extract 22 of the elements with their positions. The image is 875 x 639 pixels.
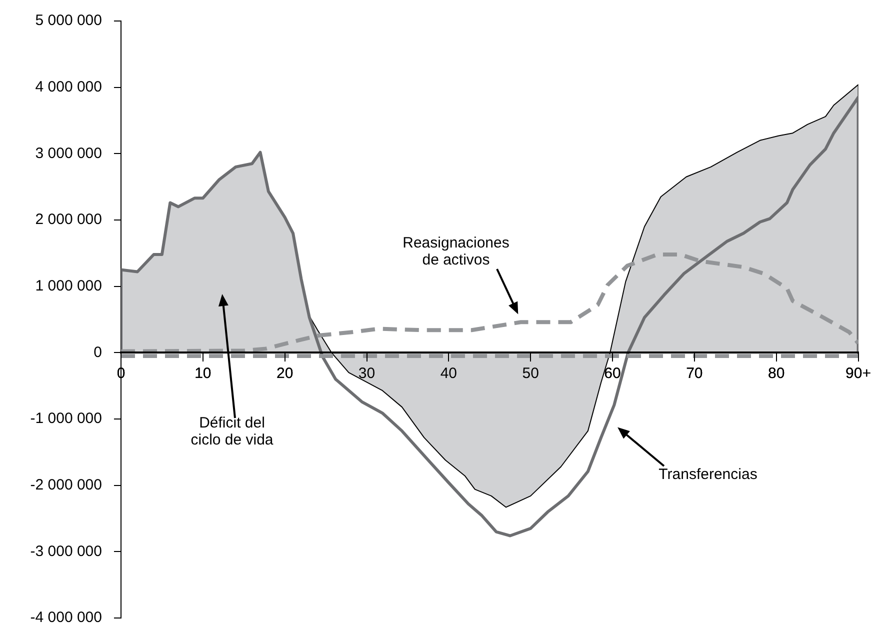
x-tick-label: 70: [686, 364, 703, 382]
x-tick-label: 90+: [846, 364, 872, 382]
y-tick-label: -3 000 000: [30, 542, 102, 560]
x-tick-label: 20: [276, 364, 294, 382]
y-tick-label: -1 000 000: [30, 410, 102, 428]
y-tick-label: -2 000 000: [30, 476, 102, 494]
annotation: Déficit del ciclo de vida: [190, 414, 274, 449]
x-tick-label: 60: [604, 364, 621, 382]
y-tick-label: 2 000 000: [35, 211, 102, 228]
y-tick-label: 0: [94, 344, 102, 361]
annotation: Reasignaciones de activos: [402, 234, 510, 269]
x-tick-label: 40: [440, 364, 458, 382]
x-tick-label: 50: [522, 364, 539, 382]
y-tick-label: 3 000 000: [35, 144, 102, 162]
y-tick-label: 4 000 000: [35, 78, 102, 96]
y-tick-label: -4 000 000: [30, 609, 102, 626]
x-tick-label: 30: [358, 364, 376, 382]
x-tick-label: 80: [768, 364, 785, 382]
x-tick-label: 10: [194, 364, 212, 382]
y-tick-label: 5 000 000: [35, 12, 102, 30]
y-tick-label: 1 000 000: [35, 277, 102, 294]
annotation: Transferencias: [658, 466, 758, 484]
